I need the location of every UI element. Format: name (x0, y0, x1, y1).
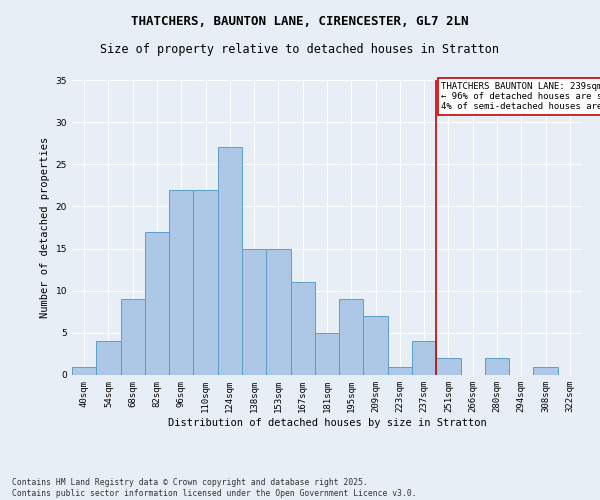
Bar (436, 358, 461, 375)
Bar (533, 366, 558, 375)
Bar (242, 248, 266, 375)
Y-axis label: Number of detached properties: Number of detached properties (40, 137, 50, 318)
Bar (412, 342, 436, 375)
Text: THATCHERS, BAUNTON LANE, CIRENCESTER, GL7 2LN: THATCHERS, BAUNTON LANE, CIRENCESTER, GL… (131, 15, 469, 28)
Bar (266, 248, 290, 375)
Bar (315, 333, 339, 375)
Bar (218, 148, 242, 375)
Bar (485, 358, 509, 375)
Bar (193, 190, 218, 375)
Text: Size of property relative to detached houses in Stratton: Size of property relative to detached ho… (101, 42, 499, 56)
Bar (339, 299, 364, 375)
Text: THATCHERS BAUNTON LANE: 239sqm
← 96% of detached houses are smaller (167)
4% of : THATCHERS BAUNTON LANE: 239sqm ← 96% of … (441, 82, 600, 112)
Bar (364, 316, 388, 375)
Bar (72, 366, 96, 375)
Bar (290, 282, 315, 375)
Bar (169, 190, 193, 375)
Bar (145, 232, 169, 375)
Bar (121, 299, 145, 375)
X-axis label: Distribution of detached houses by size in Stratton: Distribution of detached houses by size … (167, 418, 487, 428)
Bar (388, 366, 412, 375)
Text: Contains HM Land Registry data © Crown copyright and database right 2025.
Contai: Contains HM Land Registry data © Crown c… (12, 478, 416, 498)
Bar (96, 342, 121, 375)
